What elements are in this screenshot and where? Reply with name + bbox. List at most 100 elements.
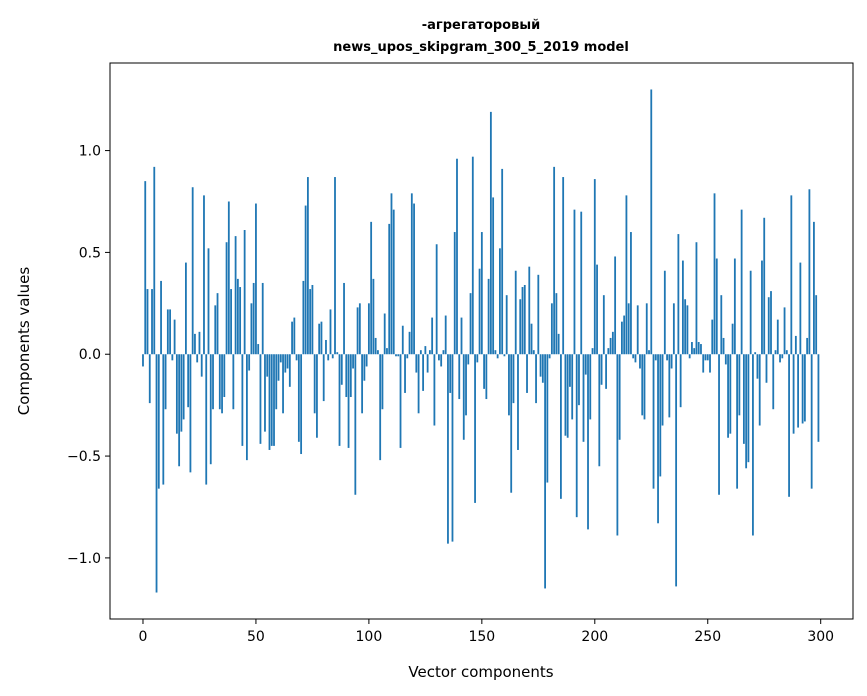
bar — [221, 354, 223, 414]
bar — [546, 354, 549, 483]
bar — [718, 354, 720, 495]
bar — [485, 354, 488, 400]
bar — [645, 303, 648, 355]
bar — [700, 344, 702, 355]
bar — [250, 303, 253, 355]
bar — [740, 209, 743, 355]
bar — [607, 348, 610, 355]
bar — [733, 258, 736, 355]
bar — [440, 354, 443, 367]
bar — [388, 223, 391, 355]
bar — [584, 354, 587, 375]
bar — [679, 354, 682, 408]
bar — [587, 354, 589, 530]
bar — [582, 354, 585, 442]
bar — [779, 354, 781, 363]
bar — [264, 354, 266, 432]
bar — [363, 354, 366, 381]
bar — [661, 354, 664, 426]
bar — [808, 189, 811, 355]
bar — [605, 354, 607, 389]
bar — [580, 211, 583, 355]
bar — [187, 354, 190, 408]
bar — [483, 354, 486, 389]
bar — [198, 331, 201, 355]
bar — [704, 354, 707, 361]
bar — [358, 303, 361, 355]
bar — [365, 354, 368, 367]
bar — [286, 354, 289, 369]
bar — [772, 354, 775, 410]
bar — [297, 354, 300, 442]
bar — [596, 264, 598, 355]
bar — [489, 111, 492, 355]
bar — [313, 354, 316, 414]
bar — [175, 354, 178, 434]
bar — [293, 317, 296, 355]
y-tick-label: −0.5 — [67, 449, 101, 465]
bar — [695, 242, 698, 355]
bar — [517, 354, 519, 450]
bar — [602, 295, 605, 355]
bar — [449, 354, 452, 393]
bar — [817, 354, 820, 442]
bar — [234, 236, 237, 355]
bar — [654, 354, 657, 361]
bar — [334, 177, 336, 355]
bar — [668, 354, 671, 418]
bar — [609, 337, 612, 355]
bar — [162, 354, 165, 485]
bar — [203, 195, 205, 355]
bar — [505, 295, 508, 355]
bar — [625, 195, 628, 355]
bar — [214, 305, 217, 355]
bar — [428, 350, 431, 355]
bar — [178, 354, 181, 467]
bar — [742, 354, 745, 444]
bar — [589, 354, 592, 420]
bar — [614, 256, 617, 355]
bar — [189, 354, 192, 473]
bar — [681, 260, 684, 355]
bar — [813, 221, 815, 355]
bar — [142, 354, 144, 367]
bar — [706, 354, 709, 361]
bar — [435, 244, 438, 355]
bar — [618, 354, 621, 440]
bar — [354, 354, 357, 495]
x-tick-label: 50 — [247, 629, 265, 645]
bar — [727, 354, 729, 438]
bar — [526, 354, 528, 393]
bar — [327, 354, 330, 361]
bar — [304, 205, 307, 355]
bar — [720, 295, 723, 355]
bar — [230, 289, 232, 355]
bar — [465, 354, 467, 416]
bar — [171, 354, 174, 361]
bar — [623, 315, 626, 355]
bar — [399, 354, 402, 448]
bar — [684, 299, 687, 355]
bar — [295, 354, 298, 361]
bar — [288, 354, 291, 387]
bar — [370, 221, 373, 355]
bar — [444, 315, 447, 355]
x-tick-label: 200 — [581, 629, 608, 645]
bar — [496, 354, 499, 359]
bar — [460, 317, 463, 355]
bar — [462, 354, 465, 440]
bar — [191, 187, 194, 355]
bar — [248, 354, 251, 371]
bar — [510, 354, 513, 493]
bar — [593, 179, 596, 355]
bar — [767, 297, 770, 355]
bar — [492, 197, 495, 355]
bar — [711, 319, 714, 355]
bar — [404, 354, 406, 393]
bar — [519, 299, 522, 355]
bar — [431, 317, 434, 355]
bar — [216, 293, 219, 355]
bar — [627, 303, 630, 355]
bar — [745, 354, 748, 469]
bar — [212, 354, 214, 410]
